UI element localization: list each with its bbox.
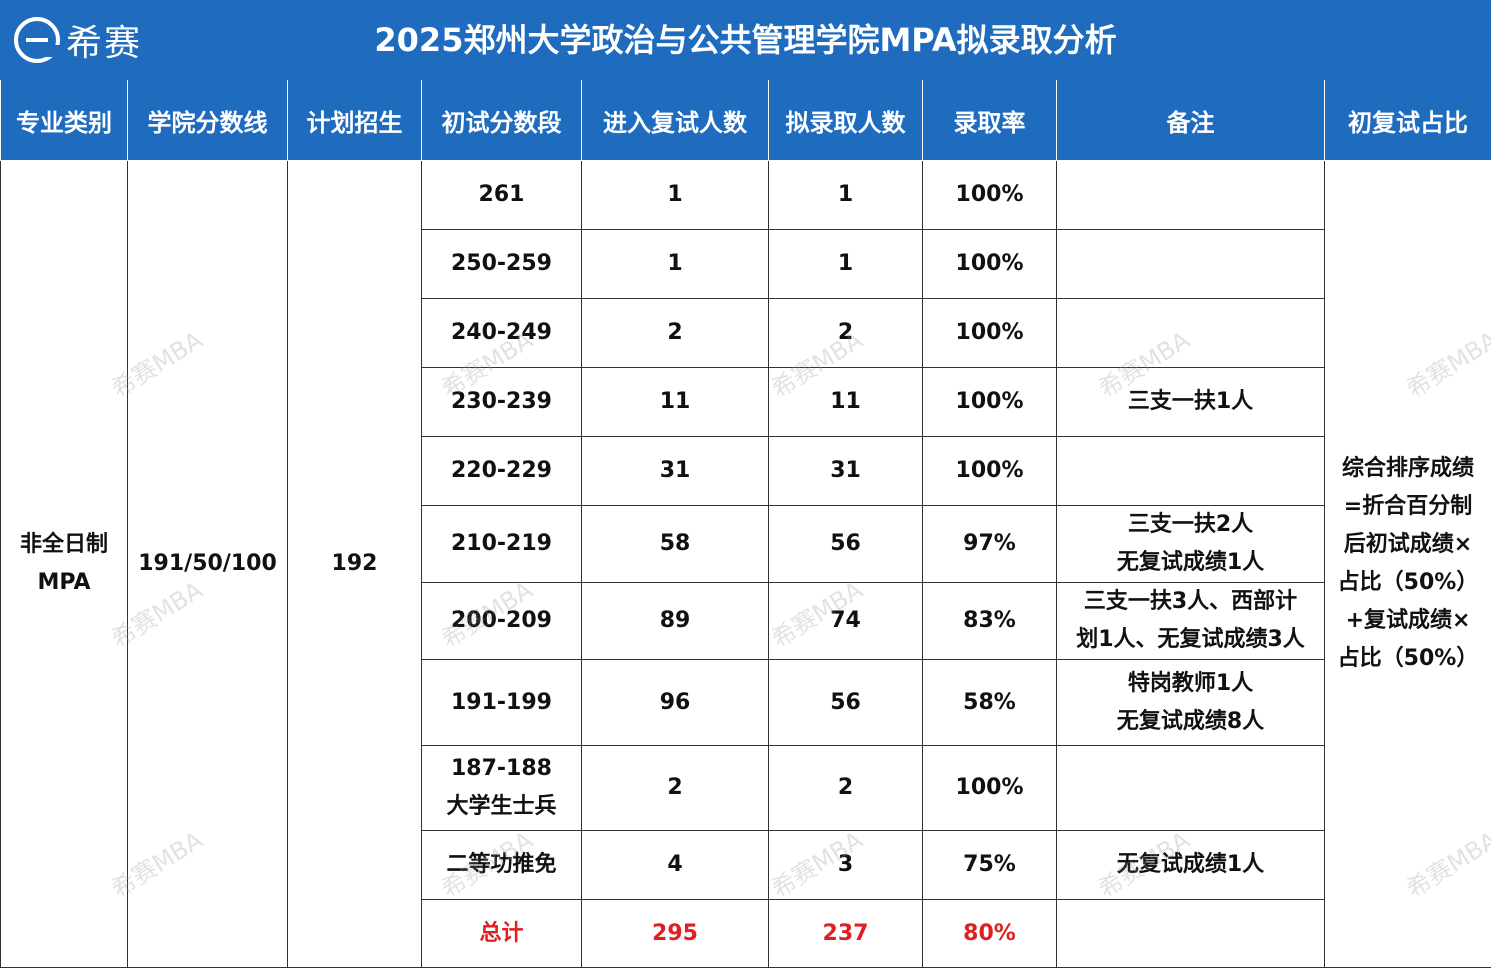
note-cell: 三支一扶1人 xyxy=(1057,368,1325,437)
table-header-row: 专业类别 学院分数线 计划招生 初试分数段 进入复试人数 拟录取人数 录取率 备… xyxy=(1,80,1491,161)
rate-cell: 75% xyxy=(923,831,1057,900)
rate-cell: 83% xyxy=(923,583,1057,660)
retest-cell: 1 xyxy=(582,230,769,299)
col-header-retest-count: 进入复试人数 xyxy=(582,80,769,161)
range-cell: 200-209 xyxy=(422,583,582,660)
total-rate: 80% xyxy=(923,900,1057,968)
admit-cell: 1 xyxy=(769,161,923,230)
plan-cell: 192 xyxy=(288,161,422,968)
range-cell: 230-239 xyxy=(422,368,582,437)
total-retest: 295 xyxy=(582,900,769,968)
note-cell: 特岗教师1人无复试成绩8人 xyxy=(1057,660,1325,746)
range-cell: 250-259 xyxy=(422,230,582,299)
admit-cell: 31 xyxy=(769,437,923,506)
rate-cell: 100% xyxy=(923,299,1057,368)
retest-cell: 11 xyxy=(582,368,769,437)
admit-cell: 11 xyxy=(769,368,923,437)
col-header-admit-count: 拟录取人数 xyxy=(769,80,923,161)
rate-cell: 97% xyxy=(923,506,1057,583)
note-cell xyxy=(1057,230,1325,299)
range-cell: 240-249 xyxy=(422,299,582,368)
admit-cell: 2 xyxy=(769,299,923,368)
table-row: 非全日制 MPA 191/50/100 192 261 1 1 100% 综合排… xyxy=(1,161,1491,230)
total-label: 总计 xyxy=(422,900,582,968)
admit-cell: 56 xyxy=(769,660,923,746)
note-cell: 三支一扶2人无复试成绩1人 xyxy=(1057,506,1325,583)
note-cell xyxy=(1057,437,1325,506)
admit-cell: 3 xyxy=(769,831,923,900)
col-header-major: 专业类别 xyxy=(1,80,128,161)
col-header-plan: 计划招生 xyxy=(288,80,422,161)
admission-table: 专业类别 学院分数线 计划招生 初试分数段 进入复试人数 拟录取人数 录取率 备… xyxy=(0,80,1491,968)
rate-cell: 100% xyxy=(923,368,1057,437)
total-admit: 237 xyxy=(769,900,923,968)
note-cell xyxy=(1057,746,1325,831)
admit-cell: 2 xyxy=(769,746,923,831)
rate-cell: 100% xyxy=(923,437,1057,506)
retest-cell: 1 xyxy=(582,161,769,230)
note-cell xyxy=(1057,900,1325,968)
rate-cell: 100% xyxy=(923,161,1057,230)
range-cell: 191-199 xyxy=(422,660,582,746)
retest-cell: 31 xyxy=(582,437,769,506)
range-cell: 220-229 xyxy=(422,437,582,506)
rate-cell: 100% xyxy=(923,230,1057,299)
major-cell: 非全日制 MPA xyxy=(1,161,128,968)
retest-cell: 89 xyxy=(582,583,769,660)
range-cell: 210-219 xyxy=(422,506,582,583)
note-cell: 三支一扶3人、西部计划1人、无复试成绩3人 xyxy=(1057,583,1325,660)
col-header-score-range: 初试分数段 xyxy=(422,80,582,161)
range-cell: 二等功推免 xyxy=(422,831,582,900)
admit-cell: 56 xyxy=(769,506,923,583)
retest-cell: 2 xyxy=(582,299,769,368)
col-header-note: 备注 xyxy=(1057,80,1325,161)
cutoff-cell: 191/50/100 xyxy=(128,161,288,968)
retest-cell: 58 xyxy=(582,506,769,583)
admit-cell: 1 xyxy=(769,230,923,299)
ratio-cell: 综合排序成绩=折合百分制后初试成绩× 占比（50%）+复试成绩×占比（50%） xyxy=(1325,161,1491,968)
page-title: 2025郑州大学政治与公共管理学院MPA拟录取分析 xyxy=(0,0,1491,80)
retest-cell: 4 xyxy=(582,831,769,900)
col-header-rate: 录取率 xyxy=(923,80,1057,161)
col-header-ratio: 初复试占比 xyxy=(1325,80,1491,161)
rate-cell: 100% xyxy=(923,746,1057,831)
retest-cell: 2 xyxy=(582,746,769,831)
range-cell: 261 xyxy=(422,161,582,230)
admit-cell: 74 xyxy=(769,583,923,660)
note-cell xyxy=(1057,161,1325,230)
note-cell xyxy=(1057,299,1325,368)
note-cell: 无复试成绩1人 xyxy=(1057,831,1325,900)
retest-cell: 96 xyxy=(582,660,769,746)
title-bar: 希赛 2025郑州大学政治与公共管理学院MPA拟录取分析 xyxy=(0,0,1491,80)
col-header-cutoff: 学院分数线 xyxy=(128,80,288,161)
rate-cell: 58% xyxy=(923,660,1057,746)
